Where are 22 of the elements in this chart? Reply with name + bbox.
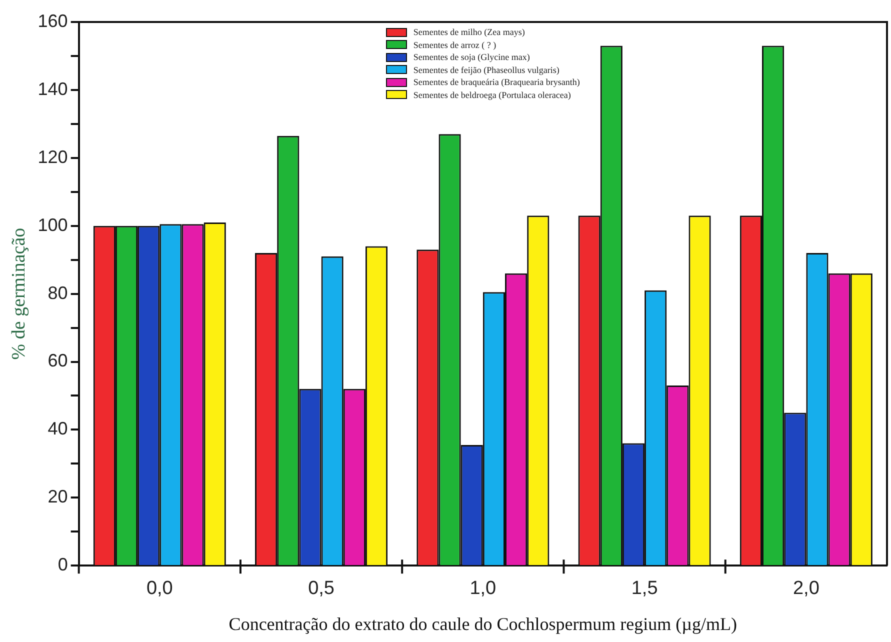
legend-label: Sementes de beldroega (Portulaca oleracea) — [413, 88, 571, 101]
y-axis-title: % de germinação — [8, 228, 30, 360]
y-tick-label: 0 — [58, 554, 68, 575]
legend-label: Sementes de arroz ( ? ) — [413, 38, 496, 51]
y-tick-label: 80 — [48, 282, 68, 303]
y-tick-label: 100 — [38, 214, 68, 235]
x-tick-label: 0,0 — [146, 578, 173, 600]
y-tick-label: 140 — [38, 78, 68, 99]
legend-label: Sementes de braqueária (Braquearia brysanth) — [413, 76, 580, 88]
x-axis-title: Concentração do extrato do caule do Cochlospermum regium (µg/mL) — [228, 614, 738, 634]
y-tick-label: 20 — [48, 486, 68, 507]
x-tick-label: 2,0 — [792, 578, 820, 600]
y-tick-label: 60 — [48, 350, 68, 371]
x-tick-label: 1,0 — [470, 578, 496, 600]
x-tick-label: 0,5 — [308, 578, 334, 600]
legend-label: Sementes de soja (Glycine max) — [413, 51, 530, 64]
legend-label: Sementes de feijão (Phaseollus vulgaris) — [413, 64, 560, 76]
y-tick-label: 40 — [48, 418, 68, 439]
legend-label: Sementes de milho (Zea mays) — [413, 26, 525, 38]
y-tick-label: 120 — [38, 146, 68, 167]
x-tick-label: 1,5 — [631, 578, 658, 600]
y-tick-label: 160 — [38, 10, 68, 31]
